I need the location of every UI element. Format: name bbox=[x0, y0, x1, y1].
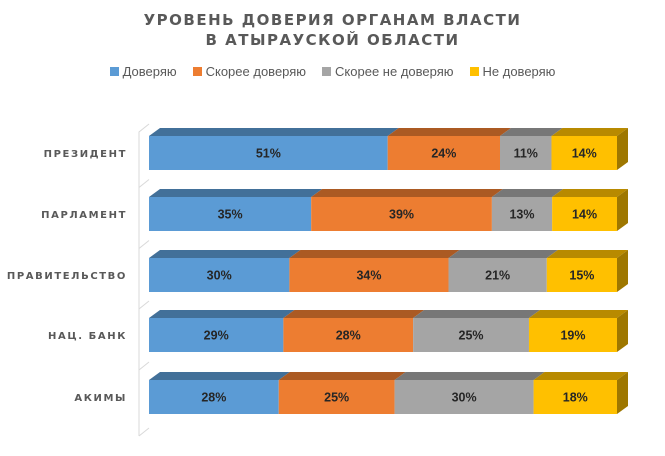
bar-top-face bbox=[491, 189, 564, 197]
bar-side-face bbox=[617, 310, 628, 352]
bar-segment bbox=[413, 318, 529, 352]
data-label: 35% bbox=[218, 208, 243, 222]
legend-swatch-rather-trust bbox=[192, 67, 202, 76]
bar-top-face bbox=[394, 372, 545, 380]
data-label: 25% bbox=[324, 391, 349, 405]
legend-item-rather-trust: Скорее доверяю bbox=[192, 64, 307, 79]
bar-top-face bbox=[149, 310, 295, 318]
legend-label-distrust: Не доверяю bbox=[482, 64, 556, 79]
bar-segment bbox=[149, 318, 284, 352]
chart-title-line-1: УРОВЕНЬ ДОВЕРИЯ ОРГАНАМ ВЛАСТИ bbox=[143, 11, 522, 29]
bar-segment bbox=[149, 136, 388, 170]
data-label: 28% bbox=[201, 391, 226, 405]
bar-segment bbox=[533, 380, 617, 414]
data-label: 25% bbox=[459, 329, 484, 343]
bar-side-face bbox=[617, 372, 628, 414]
bar-segment bbox=[500, 136, 552, 170]
axis-tick-mark bbox=[138, 361, 150, 371]
legend-label-rather-trust: Скорее доверяю bbox=[205, 64, 307, 79]
bar-top-face bbox=[149, 128, 399, 136]
bar-top-face bbox=[528, 310, 628, 318]
bar-top-face bbox=[546, 250, 628, 258]
bar-top-face bbox=[283, 310, 425, 318]
bar-top-face bbox=[278, 372, 406, 380]
bar-segment bbox=[552, 197, 617, 231]
category-label: АКИМЫ bbox=[74, 393, 127, 404]
bar-segment bbox=[283, 318, 414, 352]
data-label: 21% bbox=[485, 269, 510, 283]
bar-segment bbox=[149, 380, 279, 414]
bar-segment bbox=[278, 380, 395, 414]
category-label: НАЦ. БАНК bbox=[48, 331, 127, 342]
bar-top-face bbox=[552, 189, 628, 197]
bar-top-face bbox=[311, 189, 503, 197]
data-label: 14% bbox=[572, 208, 597, 222]
data-label: 19% bbox=[560, 329, 585, 343]
data-label: 15% bbox=[569, 269, 594, 283]
data-label: 30% bbox=[207, 269, 232, 283]
data-label: 51% bbox=[256, 147, 281, 161]
bar-top-face bbox=[551, 128, 628, 136]
bar-segment bbox=[448, 258, 547, 292]
legend-item-distrust: Не доверяю bbox=[469, 64, 556, 79]
legend-swatch-distrust bbox=[469, 67, 479, 76]
legend-label-rather-distrust: Скорее не доверяю bbox=[335, 64, 454, 79]
axis-tick-mark bbox=[138, 179, 150, 188]
bar-segment bbox=[149, 197, 312, 231]
data-label: 18% bbox=[563, 391, 588, 405]
data-label: 14% bbox=[572, 147, 597, 161]
bar-side-face bbox=[617, 189, 628, 231]
bar-segment bbox=[528, 318, 617, 352]
legend-item-rather-distrust: Скорее не доверяю bbox=[322, 64, 454, 79]
bar-top-face bbox=[500, 128, 563, 136]
legend: Доверяю Скорее доверяю Скорее не доверяю… bbox=[0, 64, 665, 79]
data-label: 30% bbox=[452, 391, 477, 405]
legend-swatch-trust bbox=[109, 67, 119, 76]
chart-title: УРОВЕНЬ ДОВЕРИЯ ОРГАНАМ ВЛАСТИ В АТЫРАУС… bbox=[0, 10, 665, 50]
bar-top-face bbox=[387, 128, 511, 136]
category-label: ПРЕЗИДЕНТ bbox=[44, 149, 127, 160]
bar-segment bbox=[387, 136, 500, 170]
data-label: 28% bbox=[336, 329, 361, 343]
bar-segment bbox=[149, 258, 290, 292]
data-label: 13% bbox=[509, 208, 534, 222]
bar-segment bbox=[551, 136, 617, 170]
bar-side-face bbox=[617, 250, 628, 292]
axis-wall-line bbox=[138, 123, 150, 436]
bar-top-face bbox=[448, 250, 558, 258]
bar-top-face bbox=[289, 250, 460, 258]
category-label: ПАРЛАМЕНТ bbox=[41, 210, 127, 221]
bar-top-face bbox=[149, 250, 301, 258]
bar-top-face bbox=[149, 372, 290, 380]
chart-title-line-2: В АТЫРАУСКОЙ ОБЛАСТИ bbox=[205, 31, 460, 49]
bar-segment bbox=[289, 258, 449, 292]
category-label: ПРАВИТЕЛЬСТВО bbox=[7, 271, 127, 282]
data-label: 29% bbox=[204, 329, 229, 343]
data-label: 11% bbox=[514, 147, 538, 161]
axis-tick-mark bbox=[138, 240, 150, 249]
bar-top-face bbox=[533, 372, 628, 380]
axis-tick-mark bbox=[138, 300, 150, 310]
data-label: 24% bbox=[431, 147, 456, 161]
bar-segment bbox=[394, 380, 534, 414]
bar-top-face bbox=[413, 310, 540, 318]
bar-side-face bbox=[617, 128, 628, 170]
legend-item-trust: Доверяю bbox=[109, 64, 177, 79]
bar-top-face bbox=[149, 189, 323, 197]
legend-swatch-rather-distrust bbox=[322, 67, 332, 76]
bar-segment bbox=[311, 197, 492, 231]
bar-segment bbox=[546, 258, 617, 292]
legend-label-trust: Доверяю bbox=[122, 64, 177, 79]
data-label: 39% bbox=[389, 208, 414, 222]
axis-floor-line bbox=[138, 427, 150, 437]
data-label: 34% bbox=[356, 269, 381, 283]
bar-segment bbox=[491, 197, 553, 231]
